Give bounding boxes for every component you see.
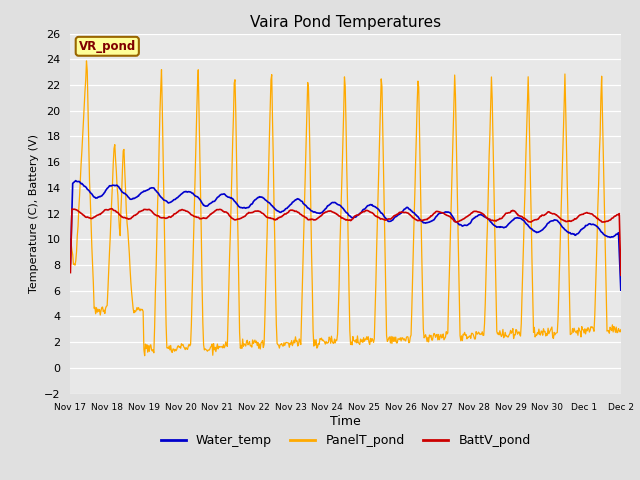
Y-axis label: Temperature (C), Battery (V): Temperature (C), Battery (V) [29, 134, 38, 293]
Text: VR_pond: VR_pond [79, 40, 136, 53]
Legend: Water_temp, PanelT_pond, BattV_pond: Water_temp, PanelT_pond, BattV_pond [156, 429, 536, 452]
Title: Vaira Pond Temperatures: Vaira Pond Temperatures [250, 15, 441, 30]
X-axis label: Time: Time [330, 415, 361, 428]
